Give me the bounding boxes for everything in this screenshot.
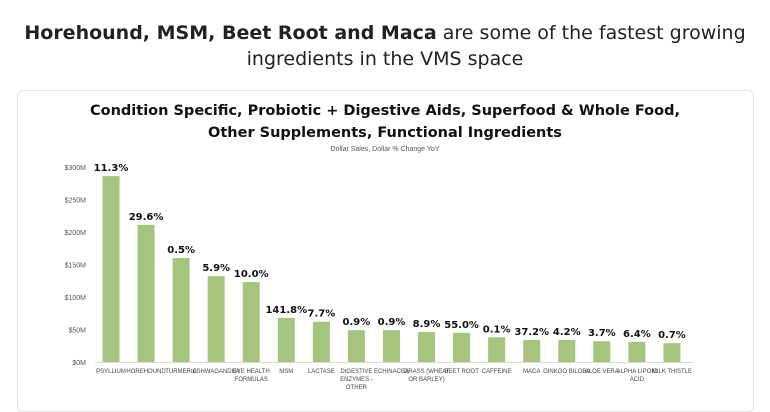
bar <box>453 332 471 362</box>
data-label: 6.4% <box>623 329 651 340</box>
bar <box>347 330 365 362</box>
bar-chart: $0M $50M $100M $150M $200M $250M $300M 11.3% PSY… <box>65 163 693 391</box>
x-tick-label: HOREHOUND <box>126 369 166 375</box>
data-label: 141.8% <box>265 305 307 316</box>
y-tick-label: $100M <box>65 295 87 302</box>
bar <box>312 321 330 362</box>
x-tick-label: ALPHA LIPOIC <box>617 369 658 375</box>
x-tick-label: CAFFEINE <box>482 369 512 375</box>
bar <box>277 317 295 362</box>
data-label: 11.3% <box>94 163 129 174</box>
x-tick-label: ACID <box>630 377 645 383</box>
data-label: 10.0% <box>234 269 269 280</box>
bar <box>207 276 225 362</box>
bar <box>523 339 541 362</box>
data-label: 29.6% <box>129 212 164 223</box>
y-tick-label: $300M <box>65 165 87 172</box>
bar <box>593 341 611 362</box>
x-tick-label: PSYLLIUM <box>96 369 126 375</box>
y-tick-label: $50M <box>68 328 86 335</box>
x-tick-label: FORMULAS <box>235 377 268 383</box>
data-label: 55.0% <box>444 320 479 331</box>
x-tick-label: GRASS (WHEAT <box>404 369 450 375</box>
data-label: 3.7% <box>588 328 616 339</box>
x-tick-label: MILK THISTLE <box>652 369 692 375</box>
y-tick-label: $150M <box>65 263 87 270</box>
data-label: 8.9% <box>413 319 441 330</box>
bar <box>137 224 155 362</box>
bar <box>382 330 400 362</box>
y-tick-label: $250M <box>65 198 87 205</box>
y-tick-label: $0M <box>72 360 86 367</box>
headline-bold: Horehound, MSM, Beet Root and Maca <box>24 22 437 44</box>
bar <box>242 282 260 362</box>
chart-title: Condition Specific, Probiotic + Digestiv… <box>0 100 770 144</box>
x-tick-label: LACTASE <box>308 369 335 375</box>
headline-rest: are some of the fastest growing ingredie… <box>246 22 746 70</box>
data-label: 0.7% <box>658 330 686 341</box>
data-label: 7.7% <box>307 309 335 320</box>
x-tick-label: ENZYMES - <box>340 377 373 383</box>
x-tick-label: OTHER <box>346 385 368 391</box>
x-tick-label: GINKGO BILOBA <box>543 369 590 375</box>
headline: Horehound, MSM, Beet Root and Maca are s… <box>0 20 770 72</box>
bar <box>418 332 436 362</box>
data-label: 5.9% <box>202 263 230 274</box>
data-label: 0.1% <box>483 324 511 335</box>
chart-title-line: Condition Specific, Probiotic + Digestiv… <box>89 103 680 119</box>
bar <box>628 341 646 362</box>
x-tick-label: ALOE VERA <box>585 369 619 375</box>
x-tick-label: BEET ROOT <box>444 369 479 375</box>
data-label: 0.9% <box>343 317 371 328</box>
x-tick-label: TURMERIC <box>165 369 197 375</box>
chart-subtitle: Dollar Sales, Dollar % Change YoY <box>330 146 440 153</box>
x-tick-label: MACA <box>523 369 540 375</box>
chart-title-line: Other Supplements, Functional Ingredient… <box>208 125 562 141</box>
x-tick-label: OR BARLEY) <box>408 377 444 383</box>
data-label: 37.2% <box>514 327 549 338</box>
bar <box>558 339 576 362</box>
x-tick-label: DIGESTIVE <box>340 369 372 375</box>
x-tick-label: ASHWAGANDHA <box>192 369 239 375</box>
y-tick-label: $200M <box>65 230 87 237</box>
bar <box>102 176 120 362</box>
data-label: 0.9% <box>378 317 406 328</box>
bar <box>663 343 681 362</box>
x-tick-label: MSM <box>279 369 293 375</box>
data-label: 0.5% <box>167 245 195 256</box>
x-tick-label: EYE HEALTH <box>233 369 270 375</box>
data-label: 4.2% <box>553 327 581 338</box>
bar <box>172 258 190 362</box>
bar <box>488 337 506 362</box>
x-tick-label: ECHINACEA <box>374 369 409 375</box>
